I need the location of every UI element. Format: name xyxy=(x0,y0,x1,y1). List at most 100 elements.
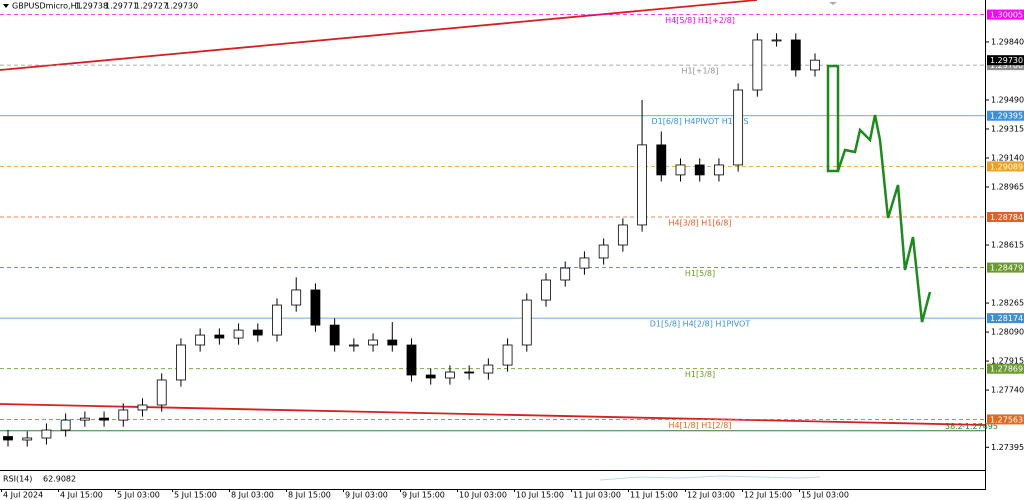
level-name: H4[5/8] H1[+2/8] xyxy=(665,16,735,25)
rsi-line xyxy=(599,475,821,481)
y-tick-label: 1.27395 xyxy=(991,443,1024,452)
candle-body xyxy=(99,417,109,421)
candle-body xyxy=(79,417,90,421)
y-tick-label: 1.28265 xyxy=(991,299,1024,308)
candle-body xyxy=(541,279,551,301)
rsi-value: 62.9082 xyxy=(43,475,76,484)
trend-line xyxy=(0,403,986,426)
price-label-box xyxy=(987,110,1024,121)
candle-body xyxy=(579,257,590,269)
x-tick-label: 9 Jul 03:00 xyxy=(345,491,388,500)
y-tick-label: 1.27740 xyxy=(991,386,1024,395)
price-label: 1.29089 xyxy=(990,162,1023,171)
x-tick-label: 8 Jul 03:00 xyxy=(231,491,274,500)
ohlc-value: 1.29727 xyxy=(135,2,168,11)
candle-body xyxy=(521,299,532,346)
price-label: 1.28479 xyxy=(990,264,1023,273)
candle-body xyxy=(310,289,321,326)
candle-body xyxy=(656,144,667,176)
candle-body xyxy=(483,364,494,374)
marker xyxy=(829,2,837,5)
menu-arrow[interactable] xyxy=(3,4,9,8)
price-label-box xyxy=(987,9,1024,20)
candle-body xyxy=(752,39,763,91)
fib-name: 38.2 xyxy=(945,422,963,431)
candle-body xyxy=(771,39,782,42)
candle-body xyxy=(675,164,686,176)
candle-body xyxy=(617,224,628,246)
level-name: H4[1/8] H1[2/8] xyxy=(669,421,732,430)
candle-body xyxy=(60,419,71,431)
y-tick-label: 1.29840 xyxy=(991,37,1024,46)
candle-body xyxy=(502,344,513,366)
price-label: 1.29700 xyxy=(990,61,1023,70)
price-label-box xyxy=(987,161,1024,172)
price-label: 1.28174 xyxy=(990,314,1023,323)
y-tick-label: 1.29140 xyxy=(991,153,1024,162)
y-tick-label: 1.28615 xyxy=(991,241,1024,250)
candle-body xyxy=(176,344,186,381)
candle-body xyxy=(694,164,705,176)
candle-body xyxy=(368,339,378,346)
candle-body xyxy=(272,304,282,336)
candle-body xyxy=(118,409,129,421)
x-tick-label: 11 Jul 15:00 xyxy=(630,491,678,500)
level-name: H1[+1/8] xyxy=(682,67,719,76)
trend-line xyxy=(0,0,758,71)
ohlc-value: 1.29738 xyxy=(75,2,108,11)
x-tick-label: 12 Jul 15:00 xyxy=(744,491,792,500)
candle-body xyxy=(425,374,436,379)
forecast-path xyxy=(836,114,932,323)
candle-body xyxy=(406,344,417,376)
forecast-box xyxy=(826,64,840,173)
x-tick-label: 11 Jul 03:00 xyxy=(573,491,621,500)
candle-body xyxy=(445,371,455,379)
candle-body xyxy=(3,436,13,441)
x-tick-label: 5 Jul 15:00 xyxy=(174,491,217,500)
candle-body xyxy=(637,144,647,226)
candle-body xyxy=(233,329,244,339)
y-tick-label: 1.28090 xyxy=(991,328,1024,337)
price-label-box xyxy=(987,363,1024,374)
candle-body xyxy=(137,404,148,411)
level-name: D1[5/8] H4[2/8] H1PIVOT xyxy=(650,320,751,329)
candle-body xyxy=(714,164,724,176)
x-tick-label: 8 Jul 15:00 xyxy=(288,491,331,500)
price-label: 1.27563 xyxy=(990,415,1023,424)
rsi-name: RSI(14) xyxy=(3,475,32,484)
price-label: 1.28784 xyxy=(990,213,1023,222)
x-tick-label: 12 Jul 03:00 xyxy=(687,491,735,500)
level-name: D1[6/8] H4PIVOT H1RES xyxy=(651,117,748,126)
fib-label: -1.27495 xyxy=(962,422,998,431)
candle-body xyxy=(22,437,33,441)
candle-body xyxy=(348,344,359,347)
y-tick-label: 1.28965 xyxy=(991,183,1024,192)
ohlc-value: 1.29730 xyxy=(165,2,198,11)
candle-body xyxy=(195,334,206,346)
price-label: 1.29395 xyxy=(990,112,1023,121)
y-tick-label: 1.27915 xyxy=(991,357,1024,366)
x-tick-label: 9 Jul 15:00 xyxy=(402,491,445,500)
candle-body xyxy=(560,267,571,281)
candle-body xyxy=(291,289,302,306)
candle-body xyxy=(156,379,167,406)
price-label-box xyxy=(987,414,1024,425)
candle-body xyxy=(598,244,609,259)
y-tick-label: 1.29315 xyxy=(991,124,1024,133)
candle-body xyxy=(464,371,475,374)
candle-body xyxy=(252,329,263,336)
candle-body xyxy=(41,429,52,439)
level-name: H1[5/8] xyxy=(685,269,715,278)
price-label: 1.29730 xyxy=(990,56,1023,65)
x-tick-label: 10 Jul 03:00 xyxy=(459,491,507,500)
y-tick-label: 1.29490 xyxy=(991,95,1024,104)
candle-body xyxy=(733,89,744,166)
price-label: 1.27869 xyxy=(990,365,1023,374)
symbol: GBPUSDmicro,H1 xyxy=(12,2,82,11)
x-tick-label: 4 Jul 15:00 xyxy=(60,491,103,500)
candle-body xyxy=(810,59,820,71)
x-tick-label: 15 Jul 03:00 xyxy=(801,491,849,500)
x-tick-label: 10 Jul 15:00 xyxy=(516,491,564,500)
